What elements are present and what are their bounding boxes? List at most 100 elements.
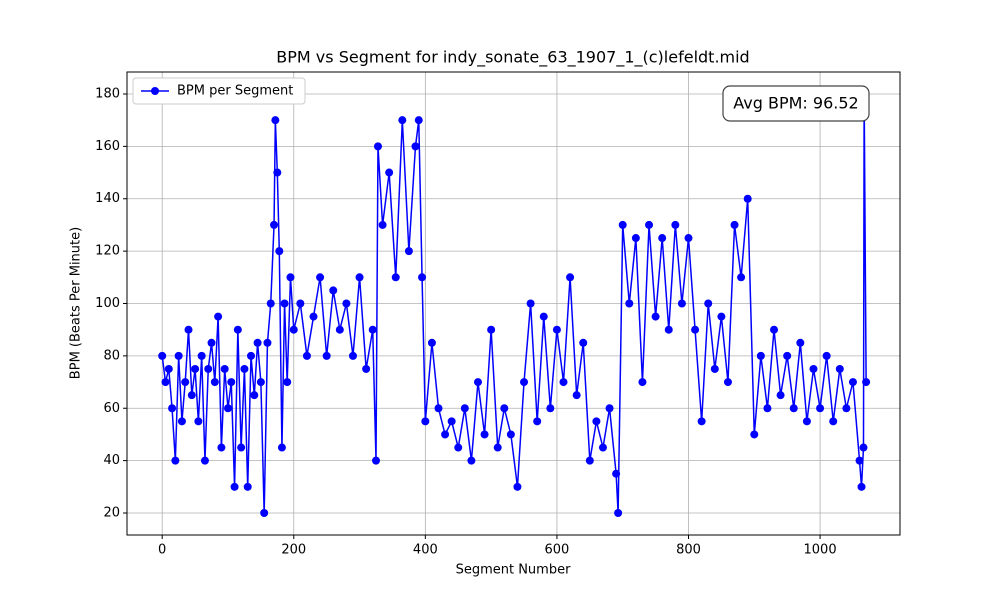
point xyxy=(247,351,256,360)
point xyxy=(348,351,357,360)
point xyxy=(857,482,866,491)
point xyxy=(200,456,209,465)
y-axis-label: BPM (Beats Per Minute) xyxy=(69,227,84,379)
point xyxy=(723,378,732,387)
point xyxy=(227,378,236,387)
point xyxy=(404,247,413,256)
point xyxy=(859,443,868,452)
point xyxy=(559,378,568,387)
point xyxy=(210,378,219,387)
annotation-box xyxy=(722,85,870,122)
y-tick-label: 60 xyxy=(103,401,120,416)
point xyxy=(598,443,607,452)
point xyxy=(220,364,229,373)
point xyxy=(275,247,284,256)
point xyxy=(572,391,581,400)
point xyxy=(223,404,232,413)
point xyxy=(566,273,575,282)
point xyxy=(289,325,298,334)
point xyxy=(612,469,621,478)
point xyxy=(322,351,331,360)
point xyxy=(302,351,311,360)
point xyxy=(434,404,443,413)
point xyxy=(266,299,275,308)
x-tick-label: 800 xyxy=(676,543,701,558)
point xyxy=(533,417,542,426)
point xyxy=(756,351,765,360)
point xyxy=(280,299,289,308)
point xyxy=(743,194,752,203)
point xyxy=(414,116,423,125)
point xyxy=(592,417,601,426)
point xyxy=(286,273,295,282)
point xyxy=(671,220,680,229)
legend: BPM per Segment xyxy=(132,77,306,105)
point xyxy=(730,220,739,229)
point xyxy=(214,312,223,321)
point xyxy=(316,273,325,282)
point xyxy=(454,443,463,452)
point xyxy=(526,299,535,308)
point xyxy=(207,338,216,347)
point xyxy=(697,417,706,426)
point xyxy=(717,312,726,321)
point xyxy=(763,404,772,413)
point xyxy=(283,378,292,387)
annotation-text: Avg BPM: 96.52 xyxy=(733,94,858,113)
point xyxy=(197,351,206,360)
point xyxy=(539,312,548,321)
x-tick-label: 200 xyxy=(281,543,306,558)
point xyxy=(664,325,673,334)
legend-label: BPM per Segment xyxy=(177,84,293,99)
legend-marker xyxy=(151,87,159,95)
point xyxy=(398,116,407,125)
point xyxy=(391,273,400,282)
y-tick-label: 140 xyxy=(95,191,120,206)
point xyxy=(829,417,838,426)
point xyxy=(441,430,450,439)
point xyxy=(848,378,857,387)
point xyxy=(546,404,555,413)
point xyxy=(217,443,226,452)
point xyxy=(809,364,818,373)
point xyxy=(271,116,280,125)
point xyxy=(835,364,844,373)
point xyxy=(250,391,259,400)
point xyxy=(329,286,338,295)
x-tick-label: 1000 xyxy=(804,543,837,558)
point xyxy=(177,417,186,426)
point xyxy=(467,456,476,465)
point xyxy=(770,325,779,334)
point xyxy=(421,417,430,426)
point xyxy=(520,378,529,387)
point xyxy=(237,443,246,452)
point xyxy=(500,404,509,413)
point xyxy=(181,378,190,387)
point xyxy=(614,509,623,518)
point xyxy=(309,312,318,321)
point xyxy=(473,378,482,387)
point xyxy=(704,299,713,308)
point xyxy=(618,220,627,229)
point xyxy=(776,391,785,400)
point xyxy=(677,299,686,308)
point xyxy=(372,456,381,465)
point xyxy=(493,443,502,452)
point xyxy=(233,325,242,334)
annotation: Avg BPM: 96.52 xyxy=(722,85,870,122)
point xyxy=(194,417,203,426)
point xyxy=(161,378,170,387)
point xyxy=(842,404,851,413)
point xyxy=(191,364,200,373)
point xyxy=(263,338,272,347)
point xyxy=(260,509,269,518)
x-tick-label: 0 xyxy=(158,543,166,558)
point xyxy=(184,325,193,334)
point xyxy=(789,404,798,413)
point xyxy=(427,338,436,347)
point xyxy=(737,273,746,282)
point xyxy=(368,325,377,334)
point xyxy=(418,273,427,282)
point xyxy=(385,168,394,177)
